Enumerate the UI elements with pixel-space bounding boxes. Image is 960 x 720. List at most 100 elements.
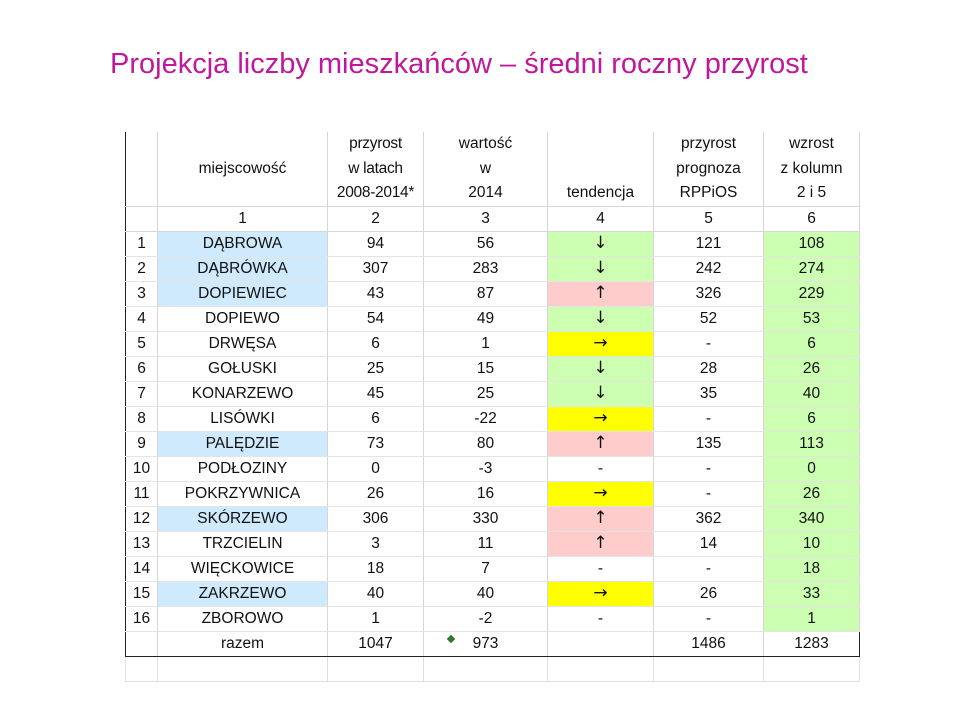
- table-row: 10 PODŁOZINY 0 -3- -0: [125, 455, 860, 482]
- trend-dash: -: [597, 559, 604, 577]
- growth-2008-2014: 45: [327, 380, 424, 407]
- growth-2008-2014: 6: [327, 330, 424, 357]
- value-2014: 87: [423, 280, 548, 307]
- table-row: 11 POKRZYWNICA 26 16 → -26: [125, 480, 860, 507]
- header-cell: 2008-2014*: [327, 181, 424, 207]
- growth-2008-2014: 0: [327, 455, 424, 482]
- header-cell: tendencja: [547, 181, 654, 207]
- column-number: 3: [423, 205, 548, 232]
- column-number: 1: [157, 205, 328, 232]
- total-value-2014: 973: [423, 630, 548, 657]
- place-name: DĄBROWA: [157, 230, 328, 257]
- value-2014: 15: [423, 355, 548, 382]
- growth-columns-2-5: 229: [763, 280, 860, 307]
- empty-cell: [423, 655, 548, 682]
- row-number: 11: [125, 480, 158, 507]
- value-2014: 11: [423, 530, 548, 557]
- growth-2008-2014: 43: [327, 280, 424, 307]
- table-row: 1 DĄBROWA 94 56 ↓ 121 108: [125, 230, 860, 257]
- blank-cell: [125, 630, 158, 657]
- header-row: miejscowość w latach w prognoza z kolumn: [125, 156, 860, 181]
- growth-columns-2-5: 113: [763, 430, 860, 457]
- forecast-rppios: -: [653, 330, 764, 357]
- header-cell: [547, 156, 654, 181]
- place-name: LISÓWKI: [157, 405, 328, 432]
- trend-none: -: [547, 555, 654, 582]
- table-row: 4 DOPIEWO 54 49 ↓ 52 53: [125, 305, 860, 332]
- growth-2008-2014: 26: [327, 480, 424, 507]
- growth-2008-2014: 1: [327, 605, 424, 632]
- trend-right-arrow-icon: →: [547, 580, 654, 607]
- row-number: 5: [125, 330, 158, 357]
- growth-columns-2-5: 33: [763, 580, 860, 607]
- growth-2008-2014: 54: [327, 305, 424, 332]
- row-number: 8: [125, 405, 158, 432]
- value-2014: 25: [423, 380, 548, 407]
- row-number: 1: [125, 230, 158, 257]
- growth-2008-2014: 306: [327, 505, 424, 532]
- row-number: 13: [125, 530, 158, 557]
- column-number: 4: [547, 205, 654, 232]
- empty-cell: [327, 655, 424, 682]
- empty-cell: [547, 655, 654, 682]
- empty-cell: [125, 655, 158, 682]
- trend-dash: -: [597, 459, 604, 477]
- header-cell: 2014: [423, 181, 548, 207]
- table-row: 3 DOPIEWIEC 43 87 ↑ 326 229: [125, 280, 860, 307]
- slide-title: Projekcja liczby mieszkańców – średni ro…: [110, 48, 808, 80]
- row-number: 10: [125, 455, 158, 482]
- header-blank-cell: [125, 181, 158, 207]
- forecast-rppios: 26: [653, 580, 764, 607]
- row-number: 15: [125, 580, 158, 607]
- arrow-up-icon: ↑: [593, 507, 608, 528]
- header-cell: z kolumn: [763, 156, 860, 181]
- value-2014: 49: [423, 305, 548, 332]
- table-row: 16 ZBOROWO 1 -2- -1: [125, 605, 860, 632]
- column-number: 6: [763, 205, 860, 232]
- table-row: 7 KONARZEWO 45 25 ↓ 35 40: [125, 380, 860, 407]
- arrow-right-icon: →: [593, 482, 608, 503]
- header-cell: przyrost: [327, 132, 424, 157]
- trend-up-arrow-icon: ↑: [547, 430, 654, 457]
- forecast-rppios: 121: [653, 230, 764, 257]
- arrow-down-icon: ↓: [593, 382, 608, 403]
- header-cell: prognoza: [653, 156, 764, 181]
- arrow-right-icon: →: [593, 582, 608, 603]
- value-2014: -22: [423, 405, 548, 432]
- forecast-rppios: 326: [653, 280, 764, 307]
- blank-cell: [125, 205, 158, 232]
- table-row: 15 ZAKRZEWO 40 40 → 26 33: [125, 580, 860, 607]
- growth-2008-2014: 3: [327, 530, 424, 557]
- growth-2008-2014: 307: [327, 255, 424, 282]
- trend-up-arrow-icon: ↑: [547, 530, 654, 557]
- place-name: PODŁOZINY: [157, 455, 328, 482]
- header-cell: w latach: [327, 156, 424, 181]
- table-row: 6 GOŁUSKI 25 15 ↓ 28 26: [125, 355, 860, 382]
- place-name: DRWĘSA: [157, 330, 328, 357]
- total-growth-2-5: 1283: [763, 630, 860, 657]
- trend-none: -: [547, 605, 654, 632]
- trend-dash: -: [597, 609, 604, 627]
- trend-down-arrow-icon: ↓: [547, 355, 654, 382]
- value-2014: -2: [423, 605, 548, 632]
- trend-up-arrow-icon: ↑: [547, 505, 654, 532]
- empty-row: [125, 655, 860, 682]
- row-number: 4: [125, 305, 158, 332]
- value-2014: 40: [423, 580, 548, 607]
- arrow-up-icon: ↑: [593, 532, 608, 553]
- header-cell: wartość: [423, 132, 548, 157]
- forecast-rppios: 362: [653, 505, 764, 532]
- table-body: przyrost wartość przyrost wzrost miejscowość…: [125, 132, 860, 682]
- arrow-right-icon: →: [593, 332, 608, 353]
- header-cell: przyrost: [653, 132, 764, 157]
- forecast-rppios: 242: [653, 255, 764, 282]
- header-cell: miejscowość: [157, 156, 328, 181]
- growth-columns-2-5: 340: [763, 505, 860, 532]
- forecast-rppios: 52: [653, 305, 764, 332]
- column-number: 5: [653, 205, 764, 232]
- column-number: 2: [327, 205, 424, 232]
- growth-columns-2-5: 1: [763, 605, 860, 632]
- total-trend-blank: [547, 630, 654, 657]
- growth-columns-2-5: 26: [763, 480, 860, 507]
